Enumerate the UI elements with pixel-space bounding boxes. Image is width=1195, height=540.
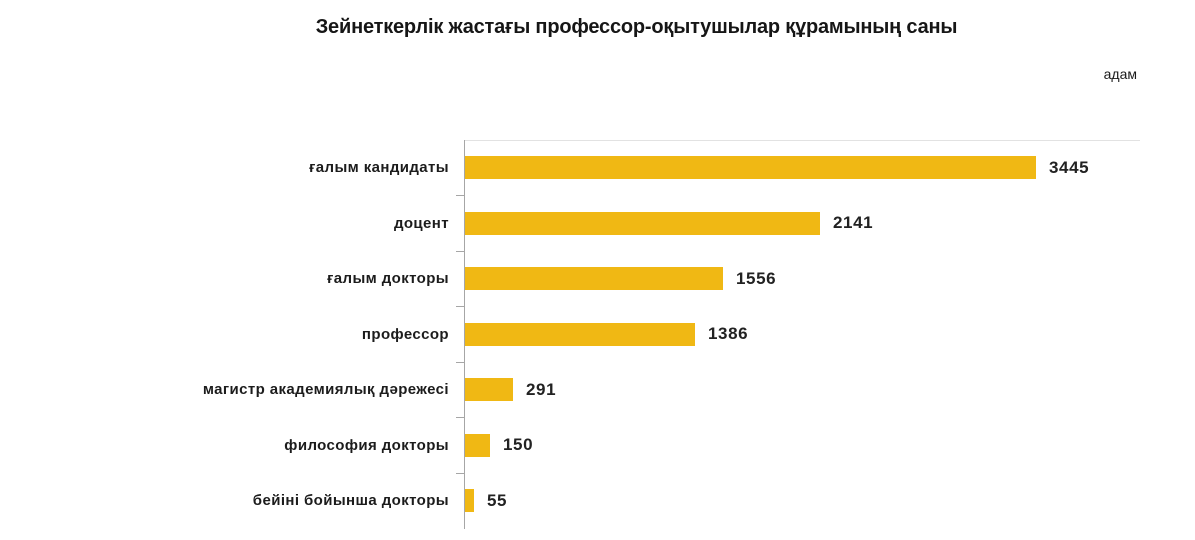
value-label: 1556: [736, 268, 777, 288]
chart-row: бейіні бойынша докторы 55: [0, 473, 1195, 529]
value-label: 150: [503, 435, 534, 455]
category-label: магистр академиялық дәрежесі: [202, 381, 449, 399]
chart-row: ғалым докторы 1556: [0, 251, 1195, 307]
plot-top-border: [464, 140, 1140, 141]
category-label: бейіні бойынша докторы: [252, 492, 449, 510]
category-label: профессор: [361, 325, 449, 343]
value-label: 1386: [708, 324, 749, 344]
bar-rows: ғалым кандидаты 3445 доцент 2141 ғалым докто…: [0, 140, 1195, 529]
bar: [465, 489, 474, 513]
category-label: доцент: [393, 214, 449, 232]
chart-row: профессор 1386: [0, 306, 1195, 362]
bar-track: 3445: [456, 140, 1195, 196]
unit-label: адам: [1103, 66, 1137, 82]
bar: [465, 378, 513, 402]
bar-track: 2141: [456, 195, 1195, 251]
category-label: ғалым кандидаты: [309, 159, 449, 177]
bar: [465, 267, 723, 291]
plot-area: ғалым кандидаты 3445 доцент 2141 ғалым докто…: [0, 140, 1195, 529]
value-label: 3445: [1049, 157, 1090, 177]
bar-track: 291: [456, 362, 1195, 418]
chart-row: доцент 2141: [0, 195, 1195, 251]
value-label: 55: [487, 490, 508, 510]
bar: [465, 433, 490, 457]
bar: [465, 322, 695, 346]
value-label: 291: [526, 379, 557, 399]
value-label: 2141: [833, 213, 874, 233]
bar: [465, 211, 820, 235]
category-label: ғалым докторы: [327, 270, 449, 288]
bar-track: 55: [464, 473, 1195, 529]
bar: [465, 156, 1036, 180]
bar-track: 150: [456, 417, 1195, 473]
category-label: философия докторы: [284, 436, 449, 454]
bar-track: 1386: [456, 306, 1195, 362]
chart-row: магистр академиялық дәрежесі 291: [0, 362, 1195, 418]
chart-row: ғалым кандидаты 3445: [0, 140, 1195, 196]
chart-row: философия докторы 150: [0, 417, 1195, 473]
bar-track: 1556: [456, 251, 1195, 307]
chart-title: Зейнеткерлік жастағы профессор-оқытушыла…: [315, 16, 958, 38]
